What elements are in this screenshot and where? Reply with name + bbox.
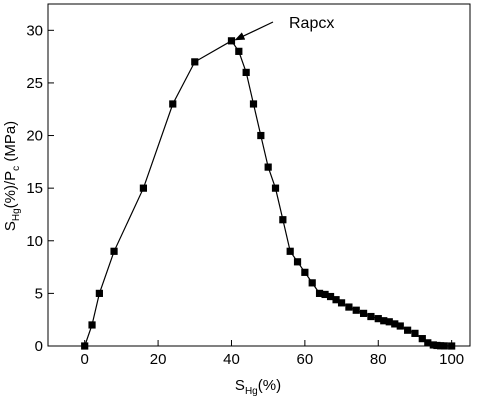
data-point xyxy=(433,341,441,350)
y-axis-ticks: 0 5 10 15 20 25 30 xyxy=(26,22,54,355)
data-point xyxy=(315,289,324,297)
data-point xyxy=(257,131,265,140)
x-tick-label: 80 xyxy=(370,351,387,368)
data-point xyxy=(321,290,329,299)
data-point xyxy=(88,321,96,329)
data-point xyxy=(404,326,412,334)
x-axis-ticks: 0 20 40 60 80 100 xyxy=(81,340,464,368)
data-point xyxy=(440,342,448,350)
data-point xyxy=(429,341,437,349)
data-point xyxy=(332,296,340,304)
data-point xyxy=(396,322,404,330)
x-tick-label: 60 xyxy=(297,351,314,368)
data-point xyxy=(352,306,360,314)
data-point xyxy=(424,339,432,347)
data-point xyxy=(448,342,456,350)
data-point xyxy=(418,335,426,343)
data-point xyxy=(301,268,309,276)
y-tick-label: 0 xyxy=(35,338,43,355)
series-line xyxy=(84,40,452,347)
data-point xyxy=(293,258,302,266)
annotation-arrow xyxy=(234,21,274,41)
data-point xyxy=(279,216,287,224)
data-point xyxy=(139,184,148,192)
x-tick-label: 100 xyxy=(439,351,464,368)
plot-frame xyxy=(47,3,471,347)
data-point xyxy=(308,279,316,287)
x-axis-title: SHg(%) xyxy=(235,377,281,397)
y-tick-label: 20 xyxy=(26,128,43,145)
data-point xyxy=(380,317,388,325)
data-point xyxy=(437,342,445,350)
data-point xyxy=(169,100,177,108)
data-point xyxy=(286,247,294,255)
data-point xyxy=(271,184,280,192)
annotation: Rapcx xyxy=(234,15,334,41)
data-point xyxy=(242,68,250,76)
data-point xyxy=(326,292,335,301)
data-point xyxy=(359,309,368,317)
data-point xyxy=(337,299,346,307)
y-tick-label: 25 xyxy=(26,75,43,92)
data-point xyxy=(391,320,399,328)
y-axis-title: SHg(%)/Pc (MPa) xyxy=(2,121,22,231)
data-point xyxy=(81,342,89,350)
data-point xyxy=(191,58,199,66)
data-point xyxy=(374,315,382,323)
data-point xyxy=(367,312,375,321)
y-tick-label: 15 xyxy=(26,180,43,197)
data-point xyxy=(227,37,236,45)
data-point xyxy=(264,163,272,171)
x-tick-label: 40 xyxy=(223,351,240,368)
data-point xyxy=(411,329,419,337)
y-tick-label: 10 xyxy=(26,233,43,250)
data-point xyxy=(110,247,118,255)
annotation-label: Rapcx xyxy=(289,15,334,32)
data-point xyxy=(249,100,258,108)
x-tick-label: 0 xyxy=(81,351,89,368)
data-point xyxy=(385,318,393,326)
y-tick-label: 5 xyxy=(35,285,43,302)
data-point xyxy=(345,303,353,311)
data-point xyxy=(235,47,243,55)
y-tick-label: 30 xyxy=(26,22,43,39)
series-markers xyxy=(81,37,456,350)
x-tick-label: 20 xyxy=(150,351,167,368)
data-point xyxy=(95,289,103,297)
